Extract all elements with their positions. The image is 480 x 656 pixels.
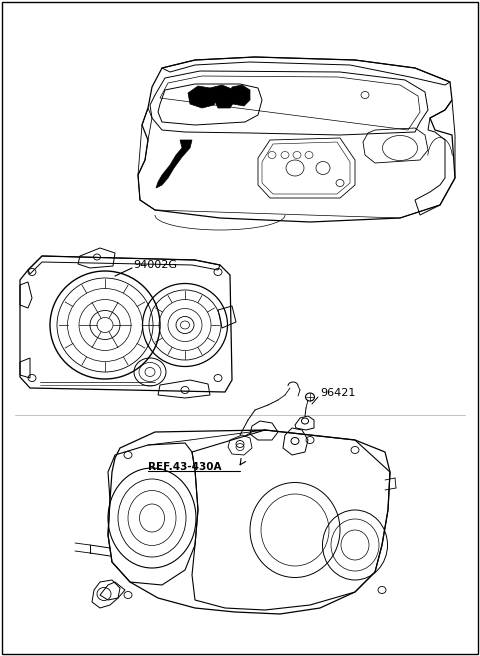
Polygon shape <box>156 140 192 188</box>
Text: 96421: 96421 <box>320 388 355 398</box>
Polygon shape <box>188 86 218 108</box>
Text: 94002G: 94002G <box>133 260 177 270</box>
Polygon shape <box>229 85 250 106</box>
Text: REF.43-430A: REF.43-430A <box>148 462 221 472</box>
Polygon shape <box>210 85 236 108</box>
